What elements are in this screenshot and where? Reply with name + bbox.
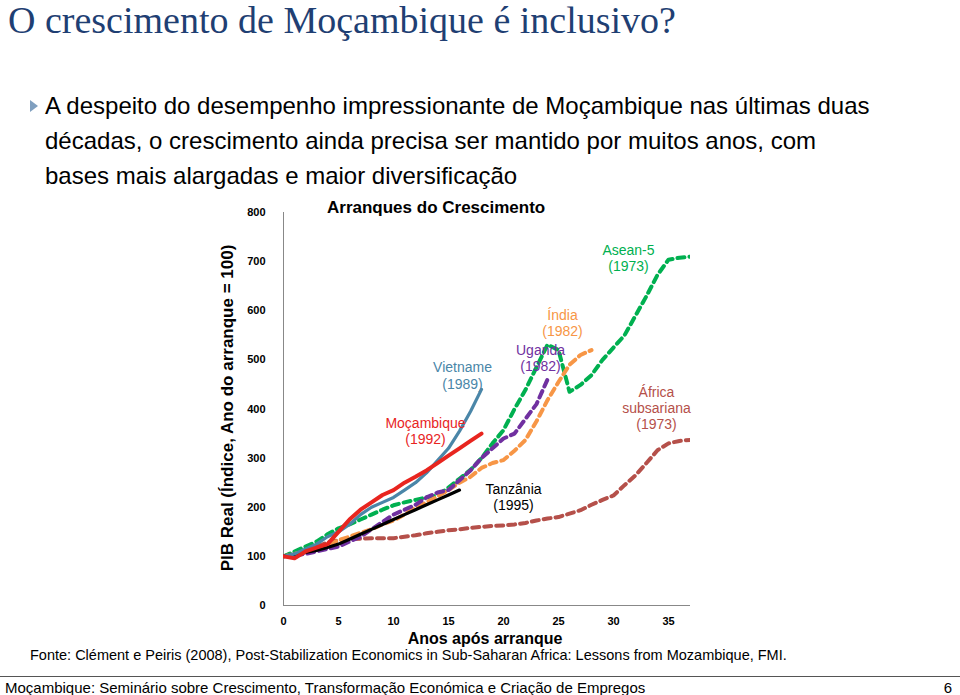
svg-text:25: 25 (552, 615, 564, 627)
html-text:6: 6 (943, 679, 952, 695)
svg-text:Uganda(1982): Uganda(1982) (516, 342, 565, 374)
svg-text:Moçambique(1992): Moçambique(1992) (385, 415, 465, 447)
svg-text:30: 30 (607, 615, 619, 627)
svg-text:500: 500 (247, 353, 265, 365)
html-text:Anos após arranque: Anos após arranque (407, 630, 563, 647)
html-text:Arranques do Crescimento: Arranques do Crescimento (327, 198, 546, 217)
svg-text:0: 0 (280, 615, 286, 627)
svg-text:700: 700 (247, 255, 265, 267)
svg-text:200: 200 (247, 501, 265, 513)
svg-text:Tanzânia(1995): Tanzânia(1995) (485, 481, 541, 513)
svg-text:15: 15 (442, 615, 454, 627)
svg-text:Áfricasubsariana(1973): Áfricasubsariana(1973) (622, 384, 691, 432)
svg-text:35: 35 (662, 615, 674, 627)
html-text:O crescimento de Moçambique é: O crescimento de Moçambique é inclusivo? (8, 0, 676, 41)
html-text:Moçambique: Seminário sobre Cr: Moçambique: Seminário sobre Crescimento,… (5, 679, 646, 695)
svg-text:600: 600 (247, 304, 265, 316)
svg-text:10: 10 (387, 615, 399, 627)
html-text:A despeito do desempenho impre: A despeito do desempenho impressionante … (45, 92, 870, 189)
svg-text:20: 20 (497, 615, 509, 627)
svg-text:Asean-5(1973): Asean-5(1973) (602, 242, 654, 274)
html-text:Fonte: Clément e Peiris (2008): Fonte: Clément e Peiris (2008), Post-Sta… (30, 647, 787, 663)
html-text:PIB Real (Índice, Ano do arran: PIB Real (Índice, Ano do arranque = 100) (218, 244, 237, 572)
svg-text:Índia(1982): Índia(1982) (542, 307, 582, 339)
svg-text:Vietname(1989): Vietname(1989) (433, 359, 492, 391)
svg-text:300: 300 (247, 452, 265, 464)
svg-text:400: 400 (247, 403, 265, 415)
svg-text:100: 100 (247, 550, 265, 562)
svg-text:5: 5 (335, 615, 341, 627)
svg-text:0: 0 (259, 599, 265, 611)
svg-text:800: 800 (247, 206, 265, 218)
